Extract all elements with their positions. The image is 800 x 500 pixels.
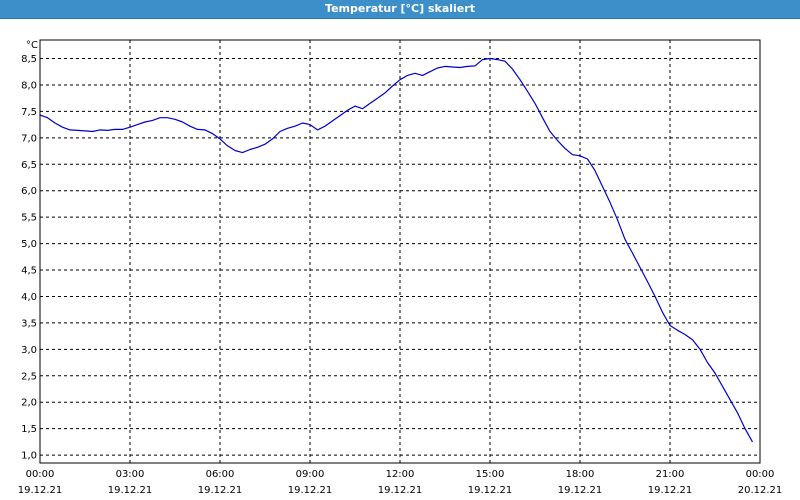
x-tick-time: 18:00 xyxy=(566,469,595,480)
x-tick-time: 06:00 xyxy=(206,469,235,480)
y-tick-label: 6,5 xyxy=(21,160,37,171)
y-tick-label: 7,0 xyxy=(21,133,37,144)
x-tick-date: 19.12.21 xyxy=(18,485,63,496)
y-axis-unit: °C xyxy=(26,40,38,51)
x-tick-time: 00:00 xyxy=(746,469,775,480)
x-tick-time: 15:00 xyxy=(476,469,505,480)
series xyxy=(39,57,754,443)
x-tick-date: 19.12.21 xyxy=(378,485,423,496)
y-tick-label: 3,0 xyxy=(21,345,37,356)
x-tick-date: 19.12.21 xyxy=(198,485,243,496)
y-tick-label: 3,5 xyxy=(21,318,37,329)
x-tick-time: 09:00 xyxy=(296,469,325,480)
temperature-series-line xyxy=(39,57,754,443)
x-tick-date: 20.12.21 xyxy=(738,485,783,496)
y-tick-label: 6,0 xyxy=(21,186,37,197)
y-tick-label: 5,0 xyxy=(21,239,37,250)
y-tick-label: 4,0 xyxy=(21,292,37,303)
x-tick-date: 19.12.21 xyxy=(288,485,333,496)
x-tick-date: 19.12.21 xyxy=(108,485,153,496)
x-tick-date: 19.12.21 xyxy=(558,485,603,496)
y-tick-label: 8,0 xyxy=(21,80,37,91)
x-tick-date: 19.12.21 xyxy=(648,485,693,496)
y-tick-label: 5,5 xyxy=(21,213,37,224)
y-tick-label: 1,5 xyxy=(21,424,37,435)
y-tick-label: 7,5 xyxy=(21,107,37,118)
x-axis-ticks: 00:00 19.12.21 03:00 19.12.21 06:00 19.12.21 0… xyxy=(18,469,783,496)
y-tick-label: 4,5 xyxy=(21,266,37,277)
chart-title: Temperatur [°C] skaliert xyxy=(0,0,800,19)
x-tick-time: 21:00 xyxy=(656,469,685,480)
plot-area xyxy=(39,39,761,464)
x-tick-time: 03:00 xyxy=(116,469,145,480)
y-tick-label: 2,5 xyxy=(21,371,37,382)
x-tick-time: 00:00 xyxy=(26,469,55,480)
x-tick-date: 19.12.21 xyxy=(468,485,513,496)
y-tick-label: 8,5 xyxy=(21,54,37,65)
grid xyxy=(40,40,760,463)
y-axis-ticks: 1,0 1,5 2,0 2,5 3,0 3,5 4,0 4,5 5,0 5,5 6,0 6,5 7,0 7… xyxy=(21,54,37,462)
x-tick-time: 12:00 xyxy=(386,469,415,480)
y-tick-label: 2,0 xyxy=(21,398,37,409)
y-tick-label: 1,0 xyxy=(21,451,37,462)
